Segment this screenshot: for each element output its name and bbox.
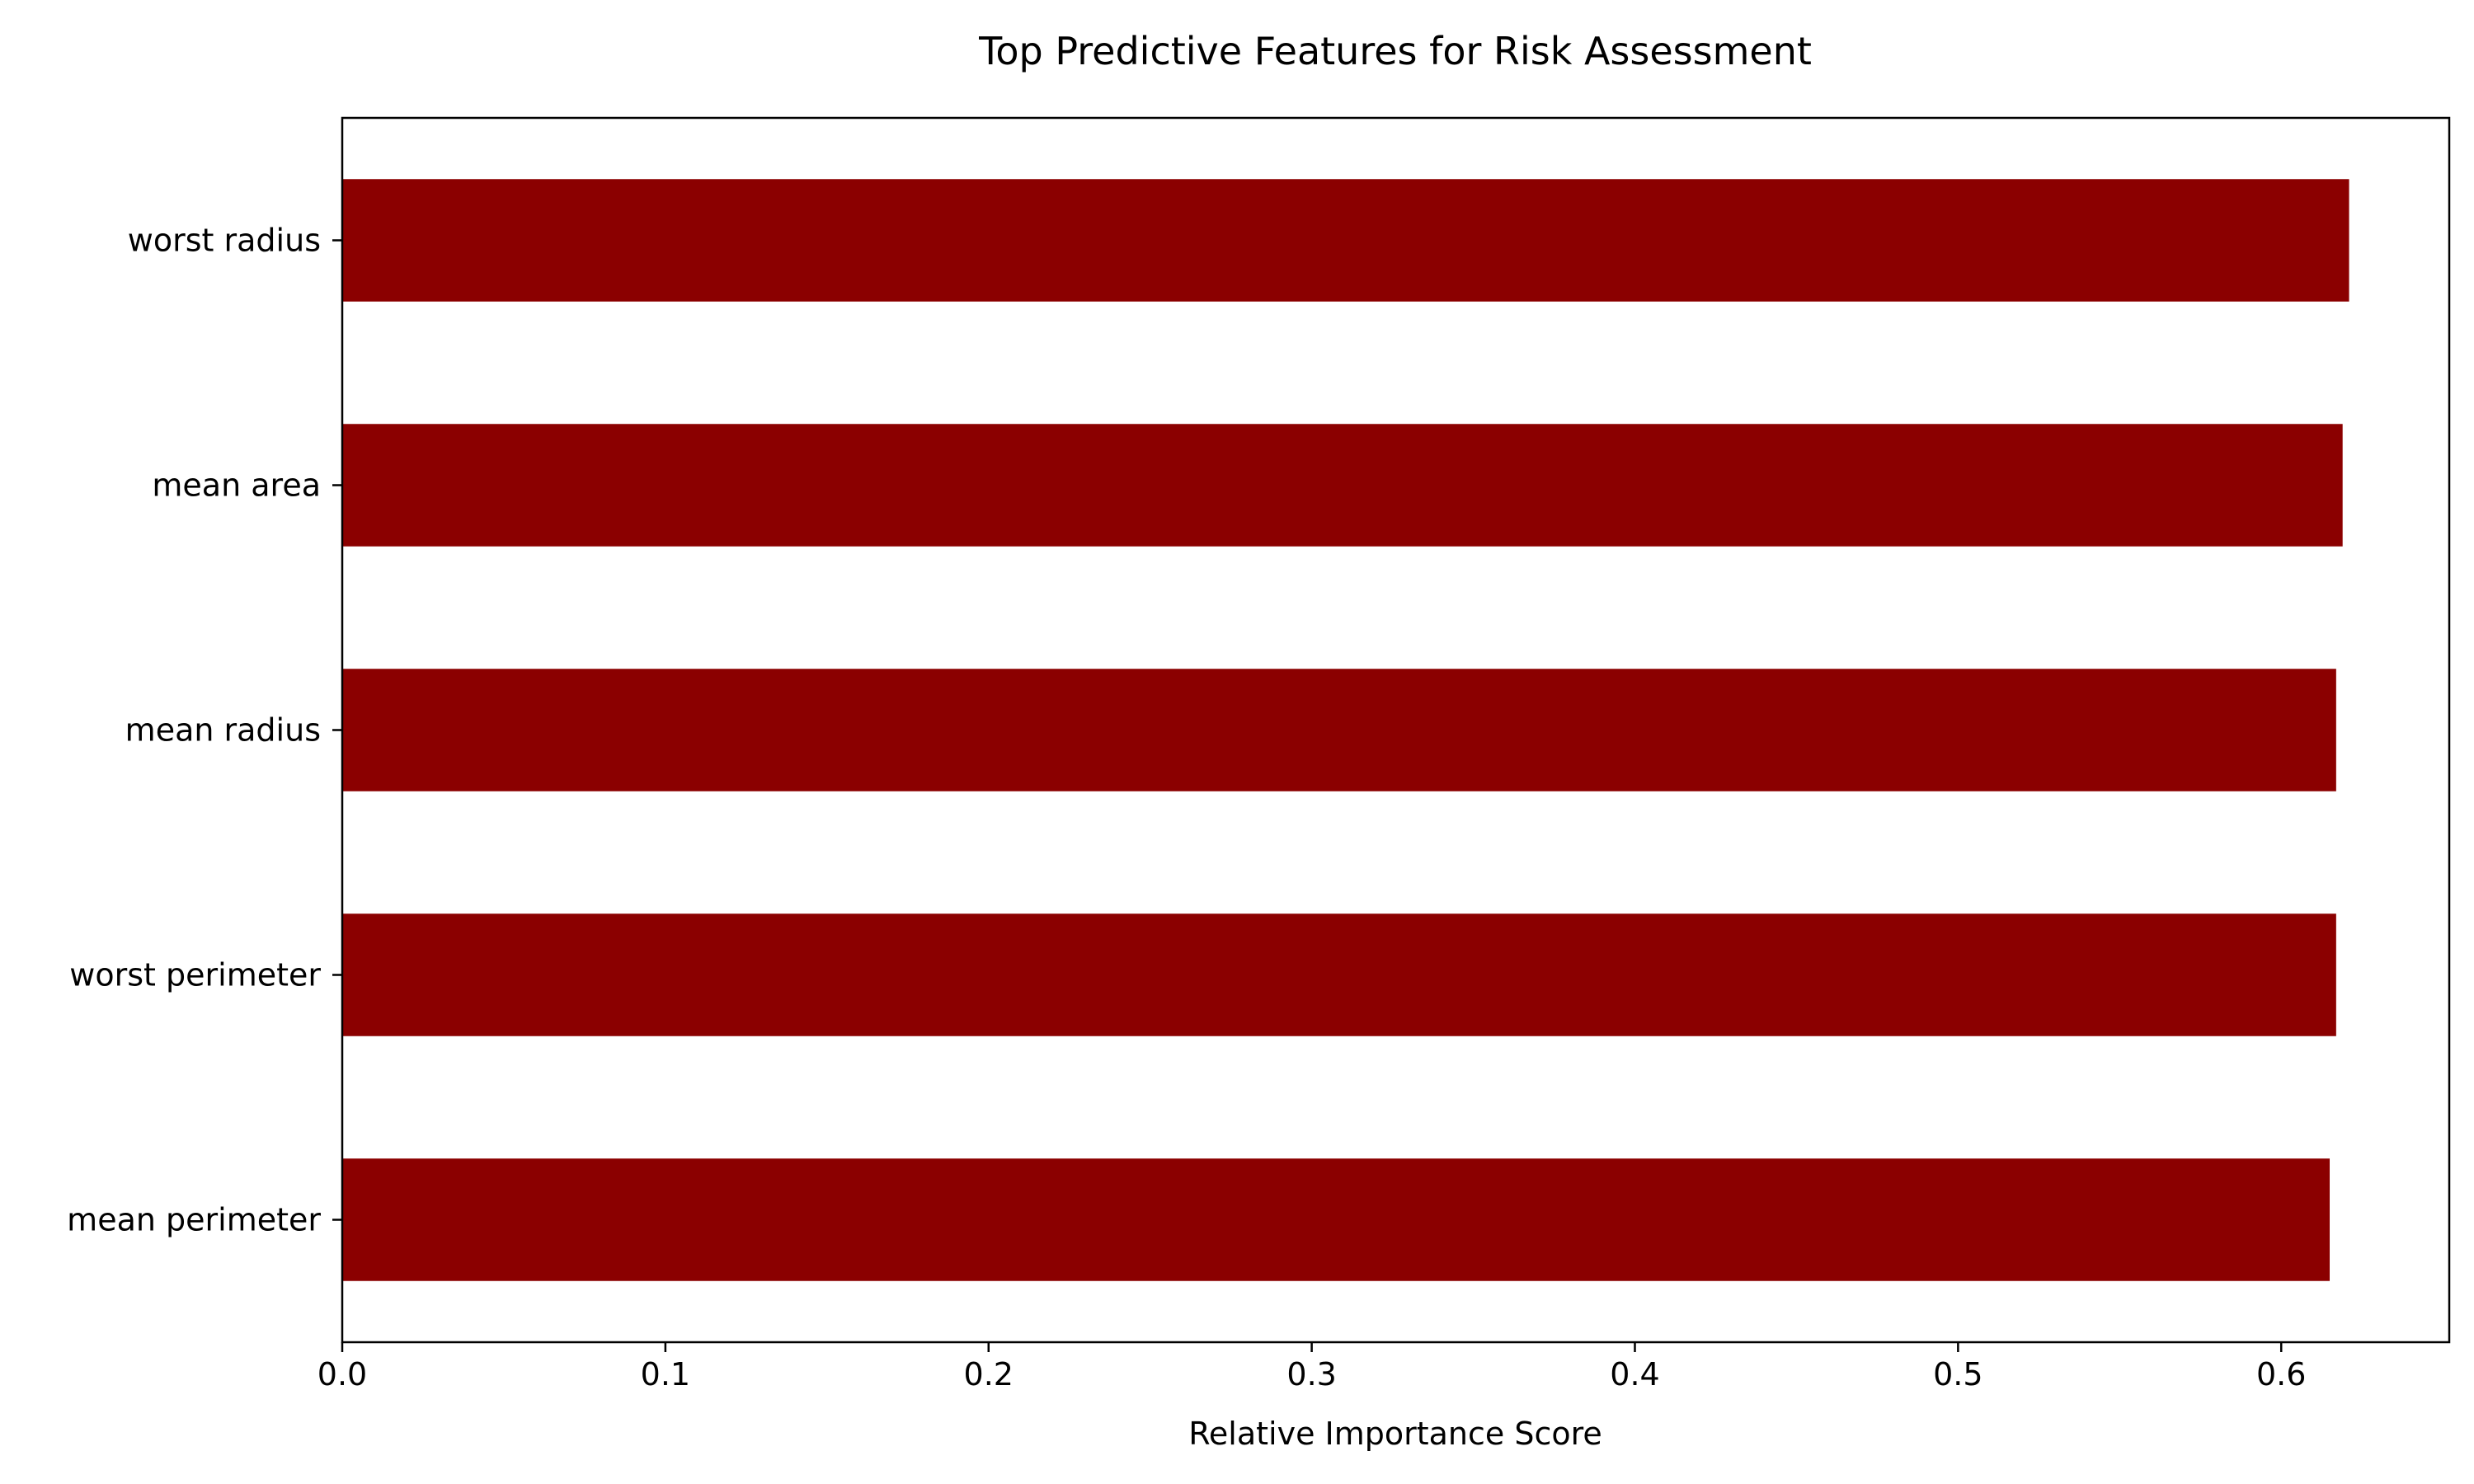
x-tick-label: 0.4 bbox=[1610, 1356, 1659, 1392]
x-tick-label: 0.6 bbox=[2256, 1356, 2306, 1392]
bars-group bbox=[342, 179, 2349, 1281]
x-tick-label: 0.5 bbox=[1933, 1356, 1982, 1392]
y-axis: worst radius mean area mean radius worst pe… bbox=[67, 223, 342, 1238]
bar-mean-perimeter bbox=[342, 1158, 2331, 1281]
bar-mean-radius bbox=[342, 669, 2336, 791]
x-axis: 0.0 0.1 0.2 0.3 0.4 0.5 0.6 bbox=[317, 1342, 2306, 1392]
x-tick-label: 0.2 bbox=[964, 1356, 1014, 1392]
x-tick-label: 0.0 bbox=[317, 1356, 367, 1392]
x-tick-label: 0.3 bbox=[1286, 1356, 1336, 1392]
y-tick-label: mean area bbox=[152, 467, 321, 504]
bar-mean-area bbox=[342, 424, 2343, 547]
bar-worst-radius bbox=[342, 179, 2349, 302]
y-tick-label: worst perimeter bbox=[69, 957, 321, 993]
chart-title: Top Predictive Features for Risk Assessm… bbox=[978, 29, 1812, 73]
y-tick-label: mean radius bbox=[125, 712, 321, 749]
x-axis-label: Relative Importance Score bbox=[1188, 1416, 1602, 1452]
x-tick-label: 0.1 bbox=[641, 1356, 690, 1392]
y-tick-label: mean perimeter bbox=[67, 1202, 321, 1238]
y-tick-label: worst radius bbox=[128, 223, 321, 259]
bar-worst-perimeter bbox=[342, 913, 2336, 1036]
